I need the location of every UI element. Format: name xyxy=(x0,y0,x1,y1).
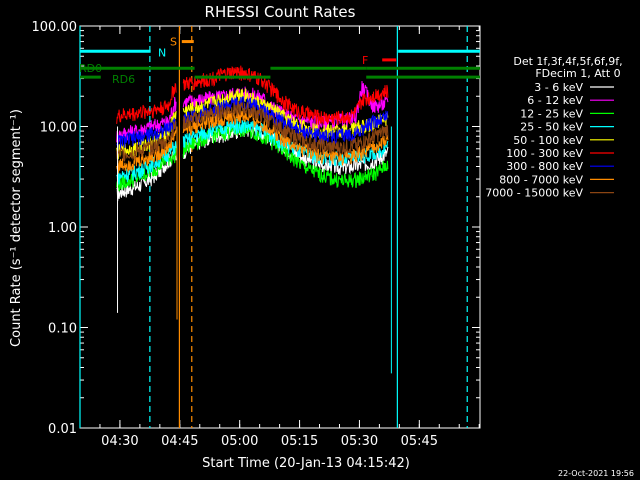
rd6-label: RD6 xyxy=(112,73,135,86)
legend-label-8: 800 - 7000 keV xyxy=(499,173,583,186)
f-label: F xyxy=(362,54,368,67)
x-tick-label: 05:30 xyxy=(341,434,378,449)
y-tick-label: 10.00 xyxy=(40,121,77,136)
rd0-label: RD0 xyxy=(79,62,102,75)
x-tick-label: 04:30 xyxy=(101,434,138,449)
legend-label-9: 7000 - 15000 keV xyxy=(485,187,583,200)
y-axis-label: Count Rate (s⁻¹ detector segment⁻¹) xyxy=(9,109,24,347)
s-label: S xyxy=(170,36,177,49)
x-tick-label: 04:45 xyxy=(161,434,198,449)
series-line-4 xyxy=(116,118,389,185)
legend-label-2: 6 - 12 keV xyxy=(527,94,583,107)
legend-label-4: 25 - 50 keV xyxy=(520,121,583,134)
legend-label-1: 3 - 6 keV xyxy=(534,81,583,94)
x-tick-label: 05:15 xyxy=(281,434,318,449)
chart-title: RHESSI Count Rates xyxy=(205,3,356,21)
legend-header-line1: Det 1f,3f,4f,5f,6f,9f, xyxy=(513,55,622,68)
legend-label-3: 12 - 25 keV xyxy=(520,107,583,120)
n-label: N xyxy=(158,46,166,59)
y-tick-label: 0.10 xyxy=(48,322,77,337)
y-tick-label: 0.01 xyxy=(48,422,77,437)
legend-label-5: 50 - 100 keV xyxy=(513,134,583,147)
series-line-9 xyxy=(116,99,389,162)
x-tick-label: 05:45 xyxy=(401,434,438,449)
series-line-6 xyxy=(116,65,389,126)
legend-label-7: 300 - 800 keV xyxy=(506,160,583,173)
legend-header-line2: FDecim 1, Att 0 xyxy=(535,67,620,80)
timestamp: 22-Oct-2021 19:56 xyxy=(558,469,634,478)
y-tick-label: 1.00 xyxy=(48,221,77,236)
y-tick-label: 100.00 xyxy=(32,20,78,35)
legend-label-6: 100 - 300 keV xyxy=(506,147,583,160)
x-tick-label: 05:00 xyxy=(221,434,258,449)
x-axis-label: Start Time (20-Jan-13 04:15:42) xyxy=(202,456,410,471)
